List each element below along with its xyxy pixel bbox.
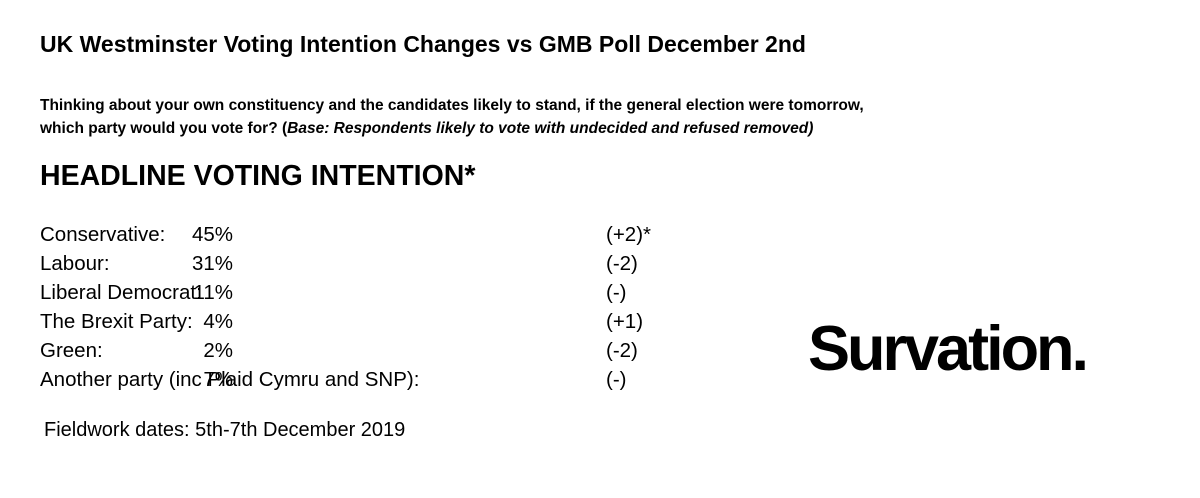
party-percent: 2% bbox=[203, 339, 233, 362]
results-list: Conservative: 45% (+2)* Labour: 31% (-2)… bbox=[40, 220, 680, 394]
result-row-green: Green: 2% (-2) bbox=[40, 336, 680, 365]
result-row-conservative: Conservative: 45% (+2)* bbox=[40, 220, 680, 249]
party-change: (-) bbox=[606, 368, 627, 391]
party-name: Conservative: bbox=[40, 223, 166, 246]
question-line-2: which party would you vote for? (Base: R… bbox=[40, 117, 864, 140]
party-name: Labour: bbox=[40, 252, 110, 275]
question-base-note: Base: Respondents likely to vote with un… bbox=[287, 120, 814, 137]
party-name: The Brexit Party: bbox=[40, 310, 193, 333]
party-name: Liberal Democrat: bbox=[40, 281, 202, 304]
question-line-1: Thinking about your own constituency and… bbox=[40, 97, 864, 114]
party-change: (-2) bbox=[606, 339, 638, 362]
party-percent: 45% bbox=[191, 223, 233, 246]
result-row-another-party: Another party (inc Plaid Cymru and SNP):… bbox=[40, 365, 680, 394]
party-change: (-) bbox=[606, 281, 627, 304]
party-change: (+1) bbox=[606, 310, 644, 333]
question-text: Thinking about your own constituency and… bbox=[40, 94, 864, 140]
party-change: (-2) bbox=[606, 252, 638, 275]
survation-logo: Survation. bbox=[808, 314, 1089, 384]
result-row-liberal-democrat: Liberal Democrat: 11% (-) bbox=[40, 278, 680, 307]
question-line-2-prefix: which party would you vote for? ( bbox=[40, 120, 288, 137]
party-percent: 31% bbox=[191, 252, 233, 275]
party-percent: 11% bbox=[193, 281, 233, 304]
poll-title: UK Westminster Voting Intention Changes … bbox=[40, 31, 806, 57]
fieldwork-dates: Fieldwork dates: 5th-7th December 2019 bbox=[44, 419, 406, 441]
party-change: (+2)* bbox=[606, 223, 652, 246]
headline-heading: HEADLINE VOTING INTENTION* bbox=[40, 160, 476, 192]
party-name: Another party (inc Plaid Cymru and SNP): bbox=[40, 368, 420, 391]
party-percent: 4% bbox=[203, 310, 233, 333]
party-percent: 7% bbox=[203, 368, 233, 391]
result-row-labour: Labour: 31% (-2) bbox=[40, 249, 680, 278]
result-row-brexit-party: The Brexit Party: 4% (+1) bbox=[40, 307, 680, 336]
party-name: Green: bbox=[40, 339, 103, 362]
